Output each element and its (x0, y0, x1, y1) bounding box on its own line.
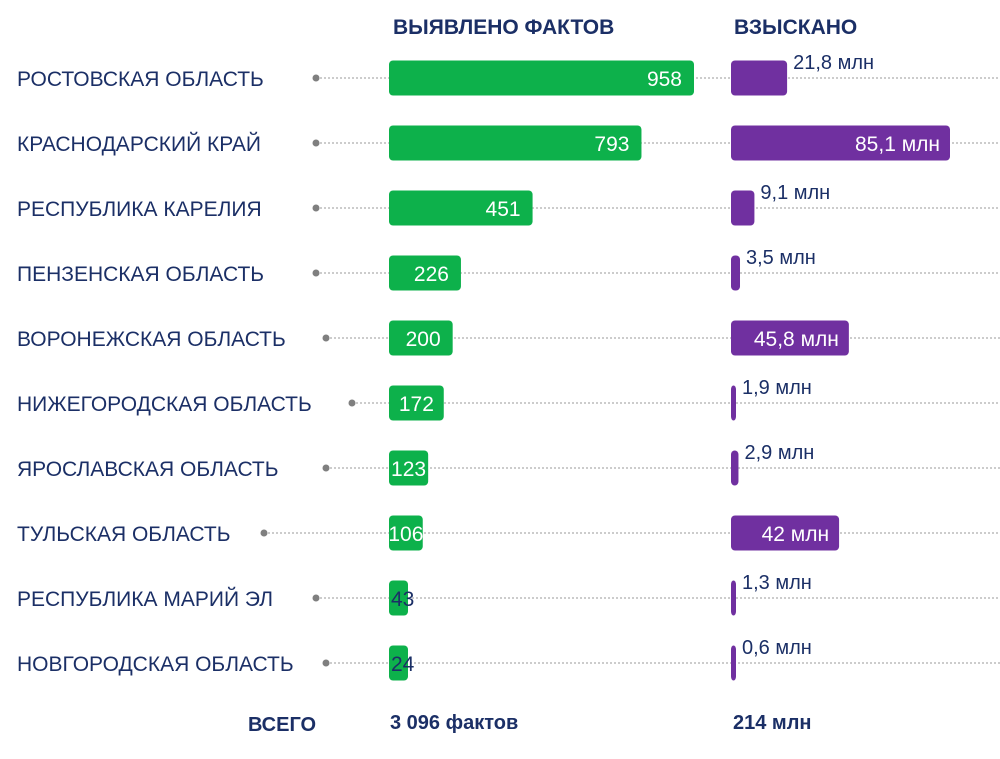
recovered-bar (731, 580, 736, 616)
region-label: РЕСПУБЛИКА КАРЕЛИЯ (17, 198, 262, 221)
recovered-value-label: 21,8 млн (793, 52, 874, 74)
leader-dot (260, 529, 268, 537)
region-label: РОСТОВСКАЯ ОБЛАСТЬ (17, 68, 264, 91)
header-facts: ВЫЯВЛЕНО ФАКТОВ (393, 16, 614, 39)
recovered-bar (731, 190, 755, 226)
recovered-bar (731, 255, 741, 291)
recovered-bar (731, 450, 739, 486)
recovered-value-label: 42 млн (762, 523, 829, 546)
region-label: РЕСПУБЛИКА МАРИЙ ЭЛ (17, 587, 273, 611)
region-label: ВОРОНЕЖСКАЯ ОБЛАСТЬ (17, 328, 286, 351)
facts-value-label: 451 (486, 198, 521, 221)
leader-dot (312, 594, 320, 602)
leader-dot (322, 334, 330, 342)
facts-value-label: 123 (391, 458, 426, 481)
recovered-bar (731, 515, 840, 551)
leader-dot (322, 464, 330, 472)
region-label: ПЕНЗЕНСКАЯ ОБЛАСТЬ (17, 263, 264, 286)
recovered-value-label: 3,5 млн (746, 247, 816, 269)
total-facts: 3 096 фактов (390, 712, 518, 734)
recovered-value-label: 1,9 млн (742, 377, 812, 399)
facts-value-label: 106 (388, 523, 423, 546)
recovered-value-label: 0,6 млн (742, 637, 812, 659)
recovered-bar (731, 645, 736, 681)
recovered-bar (731, 320, 849, 356)
recovered-value-label: 1,3 млн (742, 572, 812, 594)
recovered-bar (731, 125, 950, 161)
chart-rows: РОСТОВСКАЯ ОБЛАСТЬ 958 21,8 млн КРАСНОДАРСК… (17, 52, 1000, 681)
recovered-value-label: 85,1 млн (855, 133, 940, 156)
region-label: НОВГОРОДСКАЯ ОБЛАСТЬ (17, 653, 294, 676)
region-label: ЯРОСЛАВСКАЯ ОБЛАСТЬ (17, 458, 279, 481)
leader-dot (312, 74, 320, 82)
facts-bar (389, 580, 408, 616)
facts-value-label: 43 (391, 588, 414, 611)
region-label: НИЖЕГОРОДСКАЯ ОБЛАСТЬ (17, 393, 312, 416)
total-recovered: 214 млн (733, 712, 812, 734)
leader-dot (322, 659, 330, 667)
facts-value-label: 200 (406, 328, 441, 351)
facts-value-label: 172 (399, 393, 434, 416)
recovered-value-label: 45,8 млн (754, 328, 839, 351)
facts-value-label: 24 (391, 653, 415, 676)
facts-value-label: 958 (647, 68, 682, 91)
facts-bar (389, 190, 533, 226)
recovered-bar (731, 385, 736, 421)
recovered-value-label: 9,1 млн (760, 182, 830, 204)
recovered-bar (731, 60, 788, 96)
region-label: ТУЛЬСКАЯ ОБЛАСТЬ (17, 523, 231, 546)
header-recovered: ВЗЫСКАНО (734, 16, 857, 39)
leader-dot (312, 204, 320, 212)
leader-dot (312, 139, 320, 147)
facts-value-label: 226 (414, 263, 449, 286)
facts-bar (389, 450, 429, 486)
facts-bar (389, 320, 453, 356)
leader-dot (312, 269, 320, 277)
region-label: КРАСНОДАРСКИЙ КРАЙ (17, 132, 261, 156)
recovered-value-label: 2,9 млн (744, 442, 814, 464)
facts-bar (389, 125, 642, 161)
total-label: ВСЕГО (248, 714, 316, 736)
facts-bar (389, 515, 423, 551)
facts-bar (389, 255, 461, 291)
facts-bar (389, 385, 444, 421)
leader-dot (348, 399, 356, 407)
facts-value-label: 793 (594, 133, 629, 156)
facts-bar (389, 60, 694, 96)
facts-bar (389, 645, 408, 681)
